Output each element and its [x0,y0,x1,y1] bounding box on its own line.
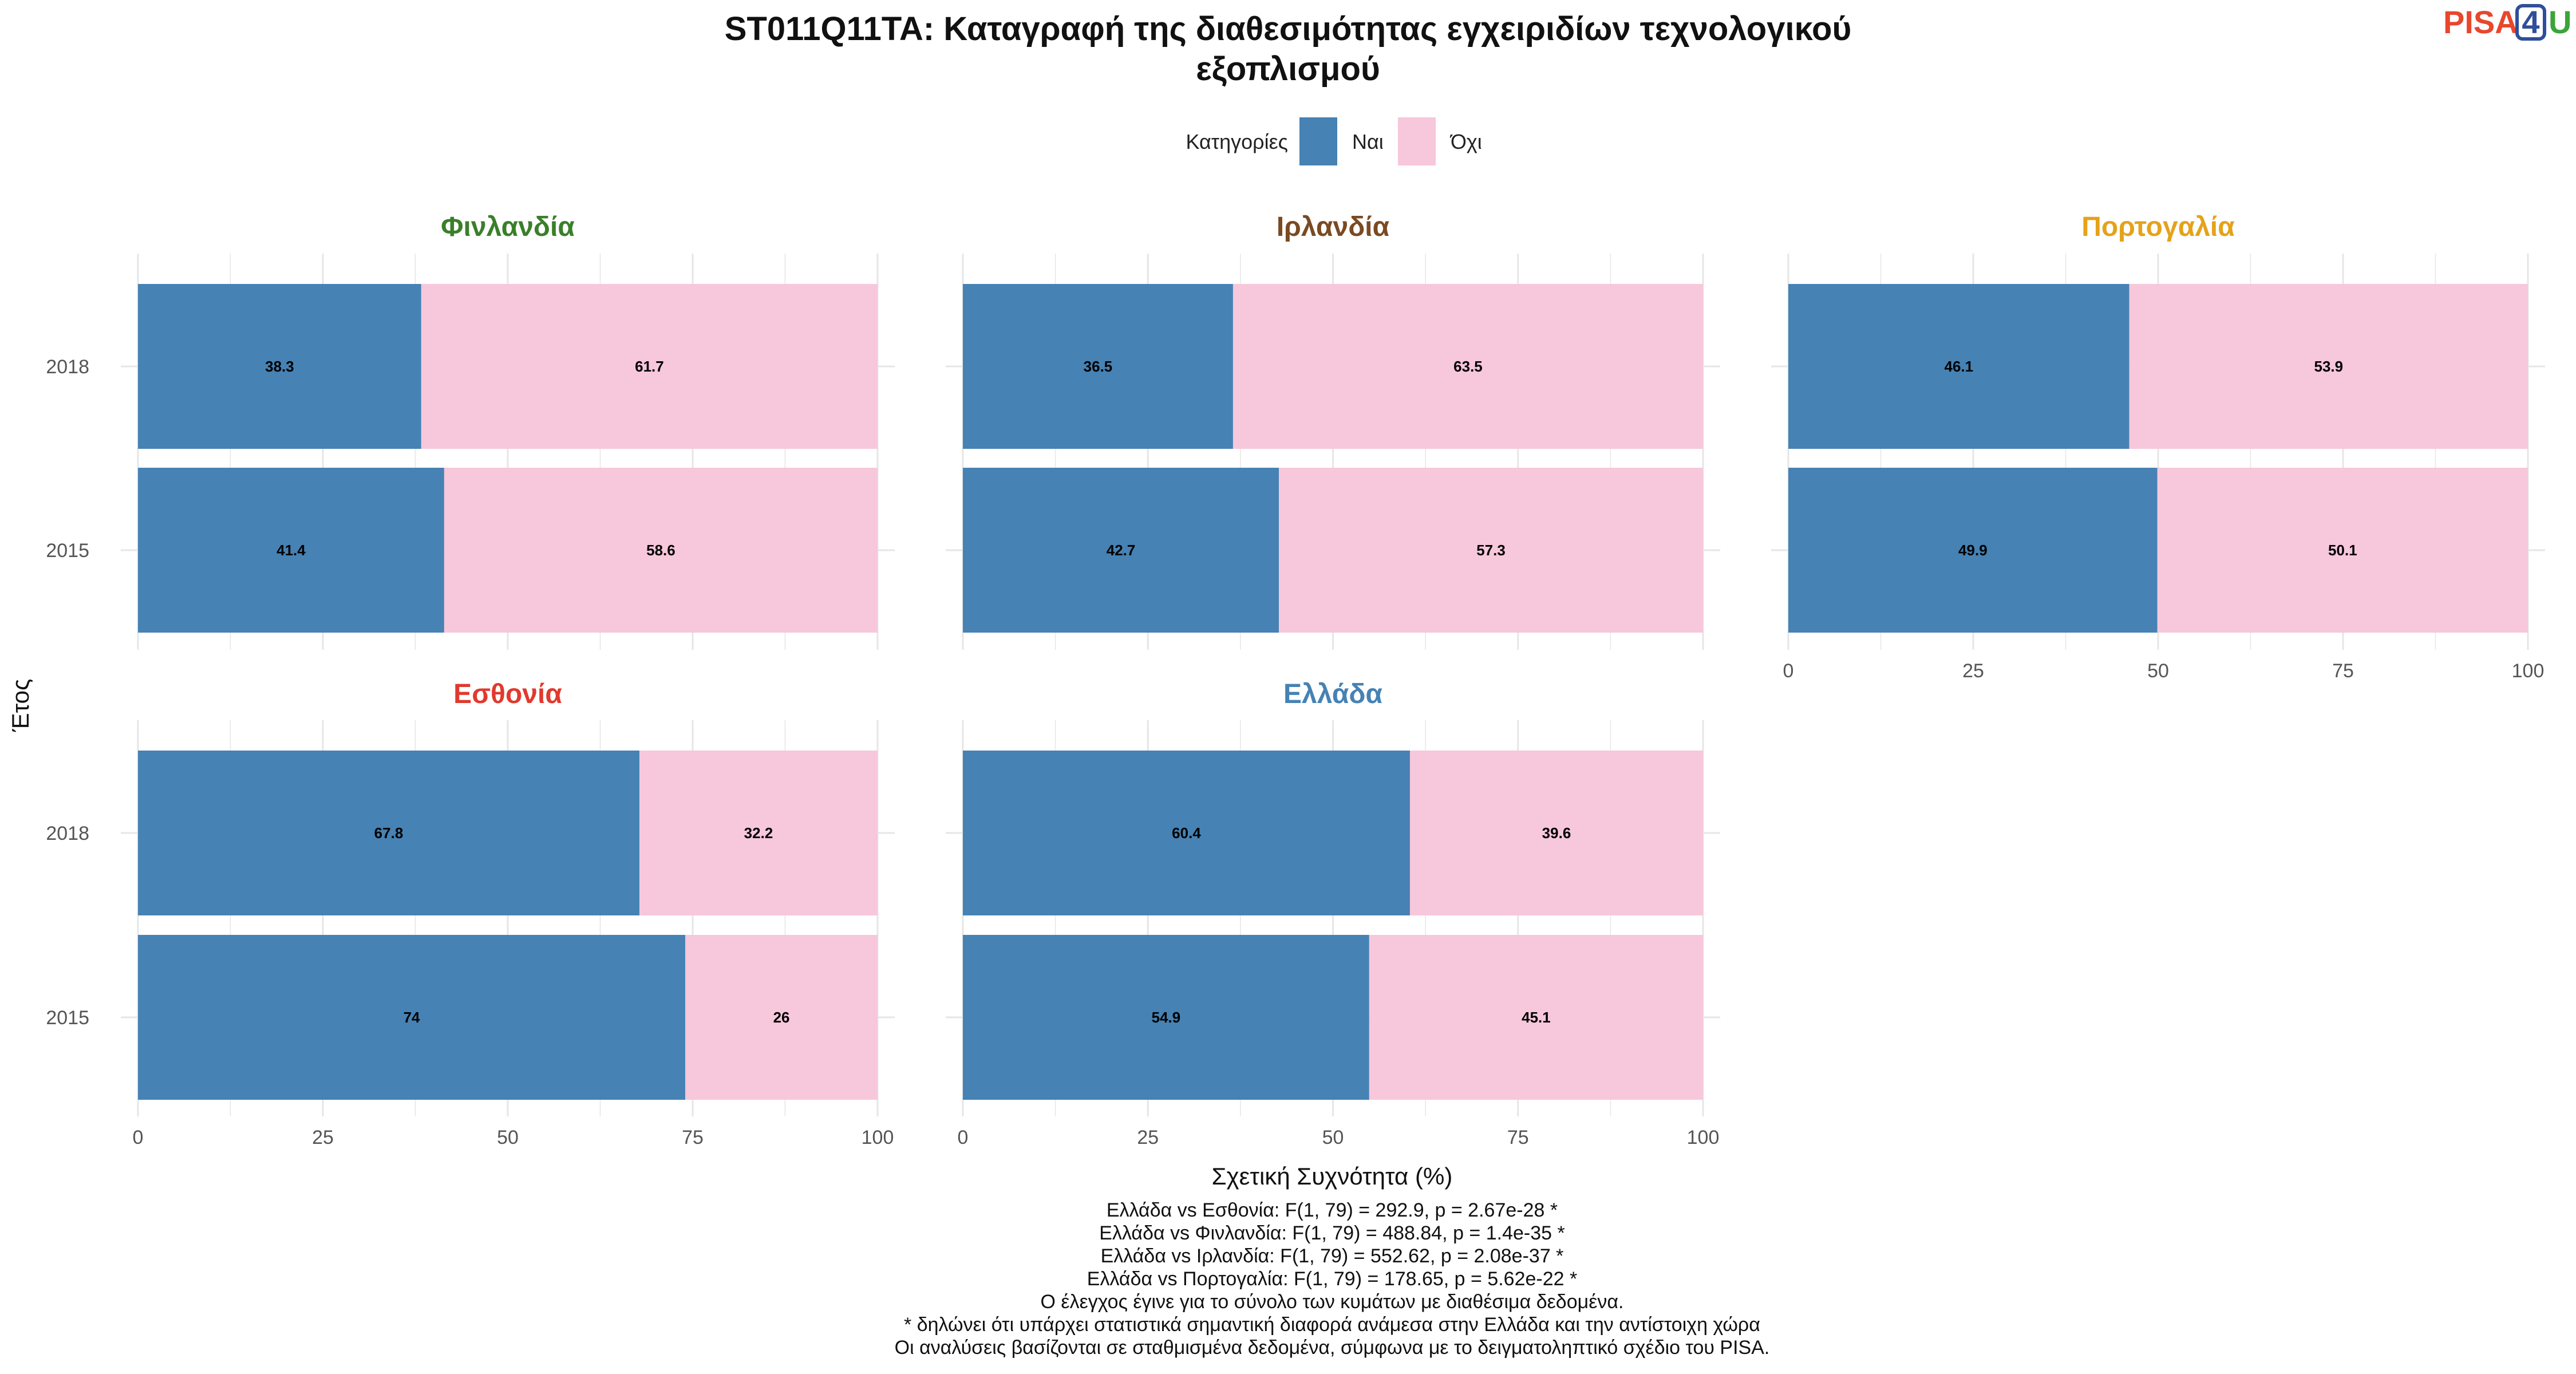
pisa4u-logo: PISA 4 U [2443,4,2571,41]
bar-no [639,751,878,915]
x-tick-label: 100 [2512,660,2545,682]
y-tick-label: 2018 [46,356,89,378]
x-tick-label: 25 [1137,1127,1159,1148]
bar-yes [963,284,1233,449]
facets: Φινλανδία 38.3 61.7 2018 41.4 58.6 2015 Ιρλανδί… [46,212,2545,1148]
bar-no [2157,468,2528,633]
bar-yes [138,935,686,1100]
logo-4-box [2515,4,2546,41]
x-tick-label: 75 [1507,1127,1529,1148]
note-line: Ελλάδα vs Πορτογαλία: F(1, 79) = 178.65,… [1087,1268,1577,1290]
legend-label-yes: Ναι [1352,130,1384,153]
bar-yes [963,935,1369,1100]
facet-title: Ελλάδα [1283,679,1382,709]
bar-label-no: 61.7 [635,358,664,375]
note-line: * δηλώνει ότι υπάρχει στατιστικά σημαντι… [904,1314,1760,1336]
bar-label-yes: 36.5 [1084,358,1113,375]
note-line: Οι αναλύσεις βασίζονται σε σταθμισμένα δ… [895,1337,1770,1359]
bar-label-no: 45.1 [1522,1009,1551,1026]
facet-panel: Εσθονία 67.8 32.2 2018 74 26 2015 0 25 50 75 100 [46,679,895,1148]
logo-pisa-text: PISA [2443,4,2518,40]
y-tick-label: 2018 [46,823,89,844]
bar-yes [1788,284,2129,449]
bar-label-yes: 67.8 [374,824,404,842]
note-line: Ελλάδα vs Εσθονία: F(1, 79) = 292.9, p =… [1107,1199,1558,1221]
bar-label-yes: 49.9 [1958,542,1988,559]
x-tick-label: 50 [497,1127,519,1148]
note-line: Ο έλεγχος έγινε για το σύνολο των κυμάτω… [1041,1291,1624,1313]
bar-no [1409,751,1703,915]
x-tick-label: 25 [1962,660,1984,682]
bar-no [444,468,878,633]
bar-label-no: 26 [773,1009,790,1026]
x-tick-label: 25 [312,1127,334,1148]
bar-label-yes: 38.3 [265,358,294,375]
facet-panel: Ελλάδα 60.4 39.6 54.9 45.1 0 25 50 75 100 [946,679,1720,1148]
bar-yes [963,468,1279,633]
bar-label-no: 50.1 [2328,542,2357,559]
chart-title-line-2: εξοπλισμού [1196,50,1380,88]
facet-panel: Φινλανδία 38.3 61.7 2018 41.4 58.6 2015 [46,212,895,650]
legend: Κατηγορίες Ναι Όχι [1186,117,1482,165]
bar-no [685,935,878,1100]
legend-title: Κατηγορίες [1186,130,1288,153]
facet-panel: Πορτογαλία 46.1 53.9 49.9 50.1 0 25 50 75 100 [1771,212,2545,682]
y-tick-label: 2015 [46,1007,89,1029]
legend-label-no: Όχι [1449,130,1482,153]
y-tick-label: 2015 [46,540,89,562]
bar-no [1232,284,1703,449]
x-tick-label: 0 [1783,660,1794,682]
x-tick-label: 50 [2147,660,2169,682]
x-tick-label: 100 [862,1127,894,1148]
facet-title: Φινλανδία [441,212,575,242]
bar-label-yes: 41.4 [276,542,306,559]
notes: Ελλάδα vs Εσθονία: F(1, 79) = 292.9, p =… [895,1199,1770,1359]
bar-label-no: 53.9 [2314,358,2344,375]
bar-no [421,284,878,449]
bar-label-no: 63.5 [1453,358,1483,375]
x-axis-title: Σχετική Συχνότητα (%) [1212,1163,1453,1190]
bar-label-yes: 42.7 [1107,542,1136,559]
bar-no [1279,468,1703,633]
y-axis-title: Έτος [7,679,34,733]
bar-label-yes: 54.9 [1152,1009,1181,1026]
x-tick-label: 75 [682,1127,704,1148]
facet-panel: Ιρλανδία 36.5 63.5 42.7 57.3 [946,212,1720,650]
logo-u-text: U [2549,4,2571,40]
bar-yes [1788,468,2158,633]
bar-yes [138,284,421,449]
bar-no [1369,935,1703,1100]
x-tick-label: 0 [958,1127,969,1148]
bar-label-no: 58.6 [646,542,675,559]
bar-label-yes: 60.4 [1172,824,1201,842]
bar-label-yes: 46.1 [1945,358,1974,375]
chart-title-line-1: ST011Q11TA: Καταγραφή της διαθεσιμότητας… [725,10,1851,48]
bar-yes [138,751,639,915]
bar-label-no: 32.2 [744,824,773,842]
note-line: Ελλάδα vs Φινλανδία: F(1, 79) = 488.84, … [1099,1222,1564,1244]
legend-swatch-no [1398,117,1436,165]
x-tick-label: 50 [1322,1127,1344,1148]
bar-yes [963,751,1410,915]
bar-label-no: 39.6 [1542,824,1571,842]
x-tick-label: 75 [2332,660,2354,682]
facet-title: Πορτογαλία [2081,212,2235,242]
x-tick-label: 0 [133,1127,144,1148]
bar-label-yes: 74 [404,1009,420,1026]
logo-4-text: 4 [2522,4,2539,40]
legend-swatch-yes [1299,117,1337,165]
facet-title: Εσθονία [453,679,562,709]
bar-yes [138,468,444,633]
note-line: Ελλάδα vs Ιρλανδία: F(1, 79) = 552.62, p… [1101,1245,1564,1267]
bar-label-no: 57.3 [1476,542,1506,559]
bar-no [2129,284,2528,449]
facet-title: Ιρλανδία [1277,212,1390,242]
x-tick-label: 100 [1687,1127,1720,1148]
